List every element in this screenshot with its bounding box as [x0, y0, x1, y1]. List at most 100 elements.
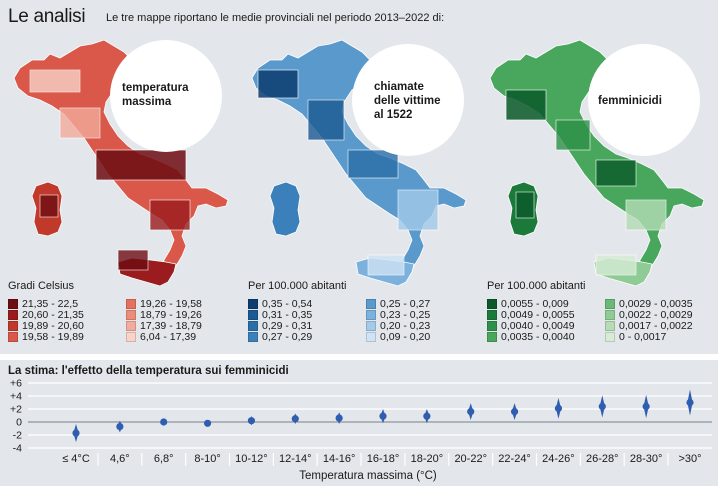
legend-item: 18,79 - 19,26 [126, 308, 202, 321]
x-tick-label: 24-26° [542, 453, 575, 465]
map-temperature [13, 39, 229, 287]
chart-panel: La stima: l'effetto della temperatura su… [0, 360, 718, 486]
point-estimate [72, 429, 80, 437]
legend-swatch [126, 298, 136, 309]
legend-range-label: 0,0049 - 0,0055 [501, 308, 575, 321]
map-label-calls: chiamate delle vittime al 1522 [374, 81, 441, 121]
map-label-femicides: femminicidi [598, 95, 662, 107]
legend-range-label: 6,04 - 17,39 [140, 330, 197, 343]
legend-item: 6,04 - 17,39 [126, 330, 197, 343]
y-tick-label: +4 [10, 391, 22, 403]
page-subtitle: Le tre mappe riportano le medie provinci… [106, 12, 445, 24]
legend-range-label: 0,31 - 0,35 [262, 308, 313, 321]
legend-range-label: 18,79 - 19,26 [140, 308, 202, 321]
maps-panel: Le analisi Le tre mappe riportano le med… [8, 6, 705, 343]
legend-item: 0,0040 - 0,0049 [487, 319, 575, 332]
y-tick-label: 0 [16, 417, 22, 429]
point-estimate [379, 412, 387, 420]
legend-range-label: 0,23 - 0,25 [380, 308, 431, 321]
point-estimate [247, 417, 256, 425]
unit-label-femicides: Per 100.000 abitanti [487, 280, 586, 292]
x-tick-label: 8-10° [194, 453, 220, 465]
x-tick-label: 28-30° [630, 453, 663, 465]
legend-range-label: 0,20 - 0,23 [380, 319, 431, 332]
estimate-mark [160, 418, 168, 426]
legend-range-label: 0,0035 - 0,0040 [501, 330, 575, 343]
point-estimate [116, 422, 124, 431]
legend-item: 0,25 - 0,27 [366, 298, 430, 310]
y-tick-label: +2 [10, 404, 22, 416]
label-bubble-femicides [588, 44, 700, 156]
unit-label-calls: Per 100.000 abitanti [248, 280, 347, 292]
x-tick-label: 16-18° [367, 453, 400, 465]
legend-swatch [8, 320, 18, 331]
x-tick-label: 12-14° [279, 453, 312, 465]
point-estimate [423, 412, 431, 420]
legend-range-label: 0,0040 - 0,0049 [501, 319, 575, 332]
chart-grid [28, 382, 712, 449]
chart-title: La stima: l'effetto della temperatura su… [8, 365, 289, 377]
legend-range-label: 0,0029 - 0,0035 [619, 297, 693, 310]
legend-swatch [366, 309, 376, 320]
estimate-mark [116, 420, 124, 433]
legend-item: 0,09 - 0,20 [366, 331, 430, 343]
page-title: Le analisi [8, 6, 86, 27]
legend-range-label: 0,0017 - 0,0022 [619, 319, 693, 332]
chart-x-ticks: ≤ 4°C 4,6° 6,8° 8-10° 10-12° 12-14° 14-16° 16-1… [62, 453, 702, 466]
estimate-mark [247, 416, 256, 426]
legend-item: 0,31 - 0,35 [248, 308, 313, 321]
legend-item: 0,20 - 0,23 [366, 319, 431, 332]
x-tick-label: 10-12° [235, 453, 268, 465]
estimate-mark [379, 409, 387, 424]
x-tick-label: 4,6° [110, 453, 130, 465]
legend-item: 0,27 - 0,29 [248, 330, 313, 343]
legend-item: 0,0049 - 0,0055 [487, 308, 575, 321]
estimate-mark [554, 397, 563, 419]
y-tick-label: -4 [13, 443, 22, 455]
legend-swatch [248, 320, 258, 331]
legend-range-label: 19,58 - 19,89 [22, 330, 84, 343]
point-estimate [642, 402, 650, 410]
estimate-mark [291, 413, 299, 424]
legend-swatch [487, 320, 497, 331]
legend-swatch [248, 298, 258, 309]
legend-range-label: 0,29 - 0,31 [262, 319, 313, 332]
estimate-mark [203, 419, 212, 427]
x-tick-label: 20-22° [454, 453, 487, 465]
legend-swatch [8, 309, 18, 320]
x-tick-label: 6,8° [154, 453, 174, 465]
legend-swatch [366, 298, 376, 309]
estimate-mark [72, 423, 80, 443]
map-femicides [489, 39, 705, 287]
legend-range-label: 19,89 - 20,60 [22, 319, 84, 332]
legend-range-label: 0,27 - 0,29 [262, 330, 313, 343]
legend-swatch [366, 320, 376, 331]
point-estimate [554, 404, 563, 412]
legend-swatch [126, 320, 136, 331]
legend-swatch [487, 309, 497, 320]
point-estimate [335, 414, 343, 422]
legend-swatch [248, 331, 258, 342]
legend-swatch [487, 298, 497, 309]
legend-range-label: 17,39 - 18,79 [140, 319, 202, 332]
legend-item: 0 - 0,0017 [605, 331, 666, 343]
legend-range-label: 0,35 - 0,54 [262, 297, 313, 310]
estimate-mark [598, 395, 606, 418]
legend-swatch [8, 331, 18, 342]
legend-item: 0,0035 - 0,0040 [487, 330, 575, 343]
x-tick-label: 14-16° [323, 453, 356, 465]
legend-item: 0,0029 - 0,0035 [605, 297, 693, 310]
point-estimate [467, 408, 475, 416]
x-tick-label: 18-20° [411, 453, 444, 465]
section-divider [0, 354, 718, 360]
x-tick-label: 26-28° [586, 453, 619, 465]
legend-item: 0,0055 - 0,009 [487, 298, 569, 310]
point-estimate [510, 408, 519, 416]
maps-svg [13, 39, 705, 287]
x-tick-label: ≤ 4°C [62, 453, 90, 465]
legend-item: 0,0017 - 0,0022 [605, 319, 693, 332]
chart-x-label: Temperatura massima (°C) [299, 470, 437, 482]
estimate-mark [423, 409, 431, 424]
legend-item: 20,60 - 21,35 [8, 309, 84, 321]
estimate-mark [510, 403, 519, 421]
